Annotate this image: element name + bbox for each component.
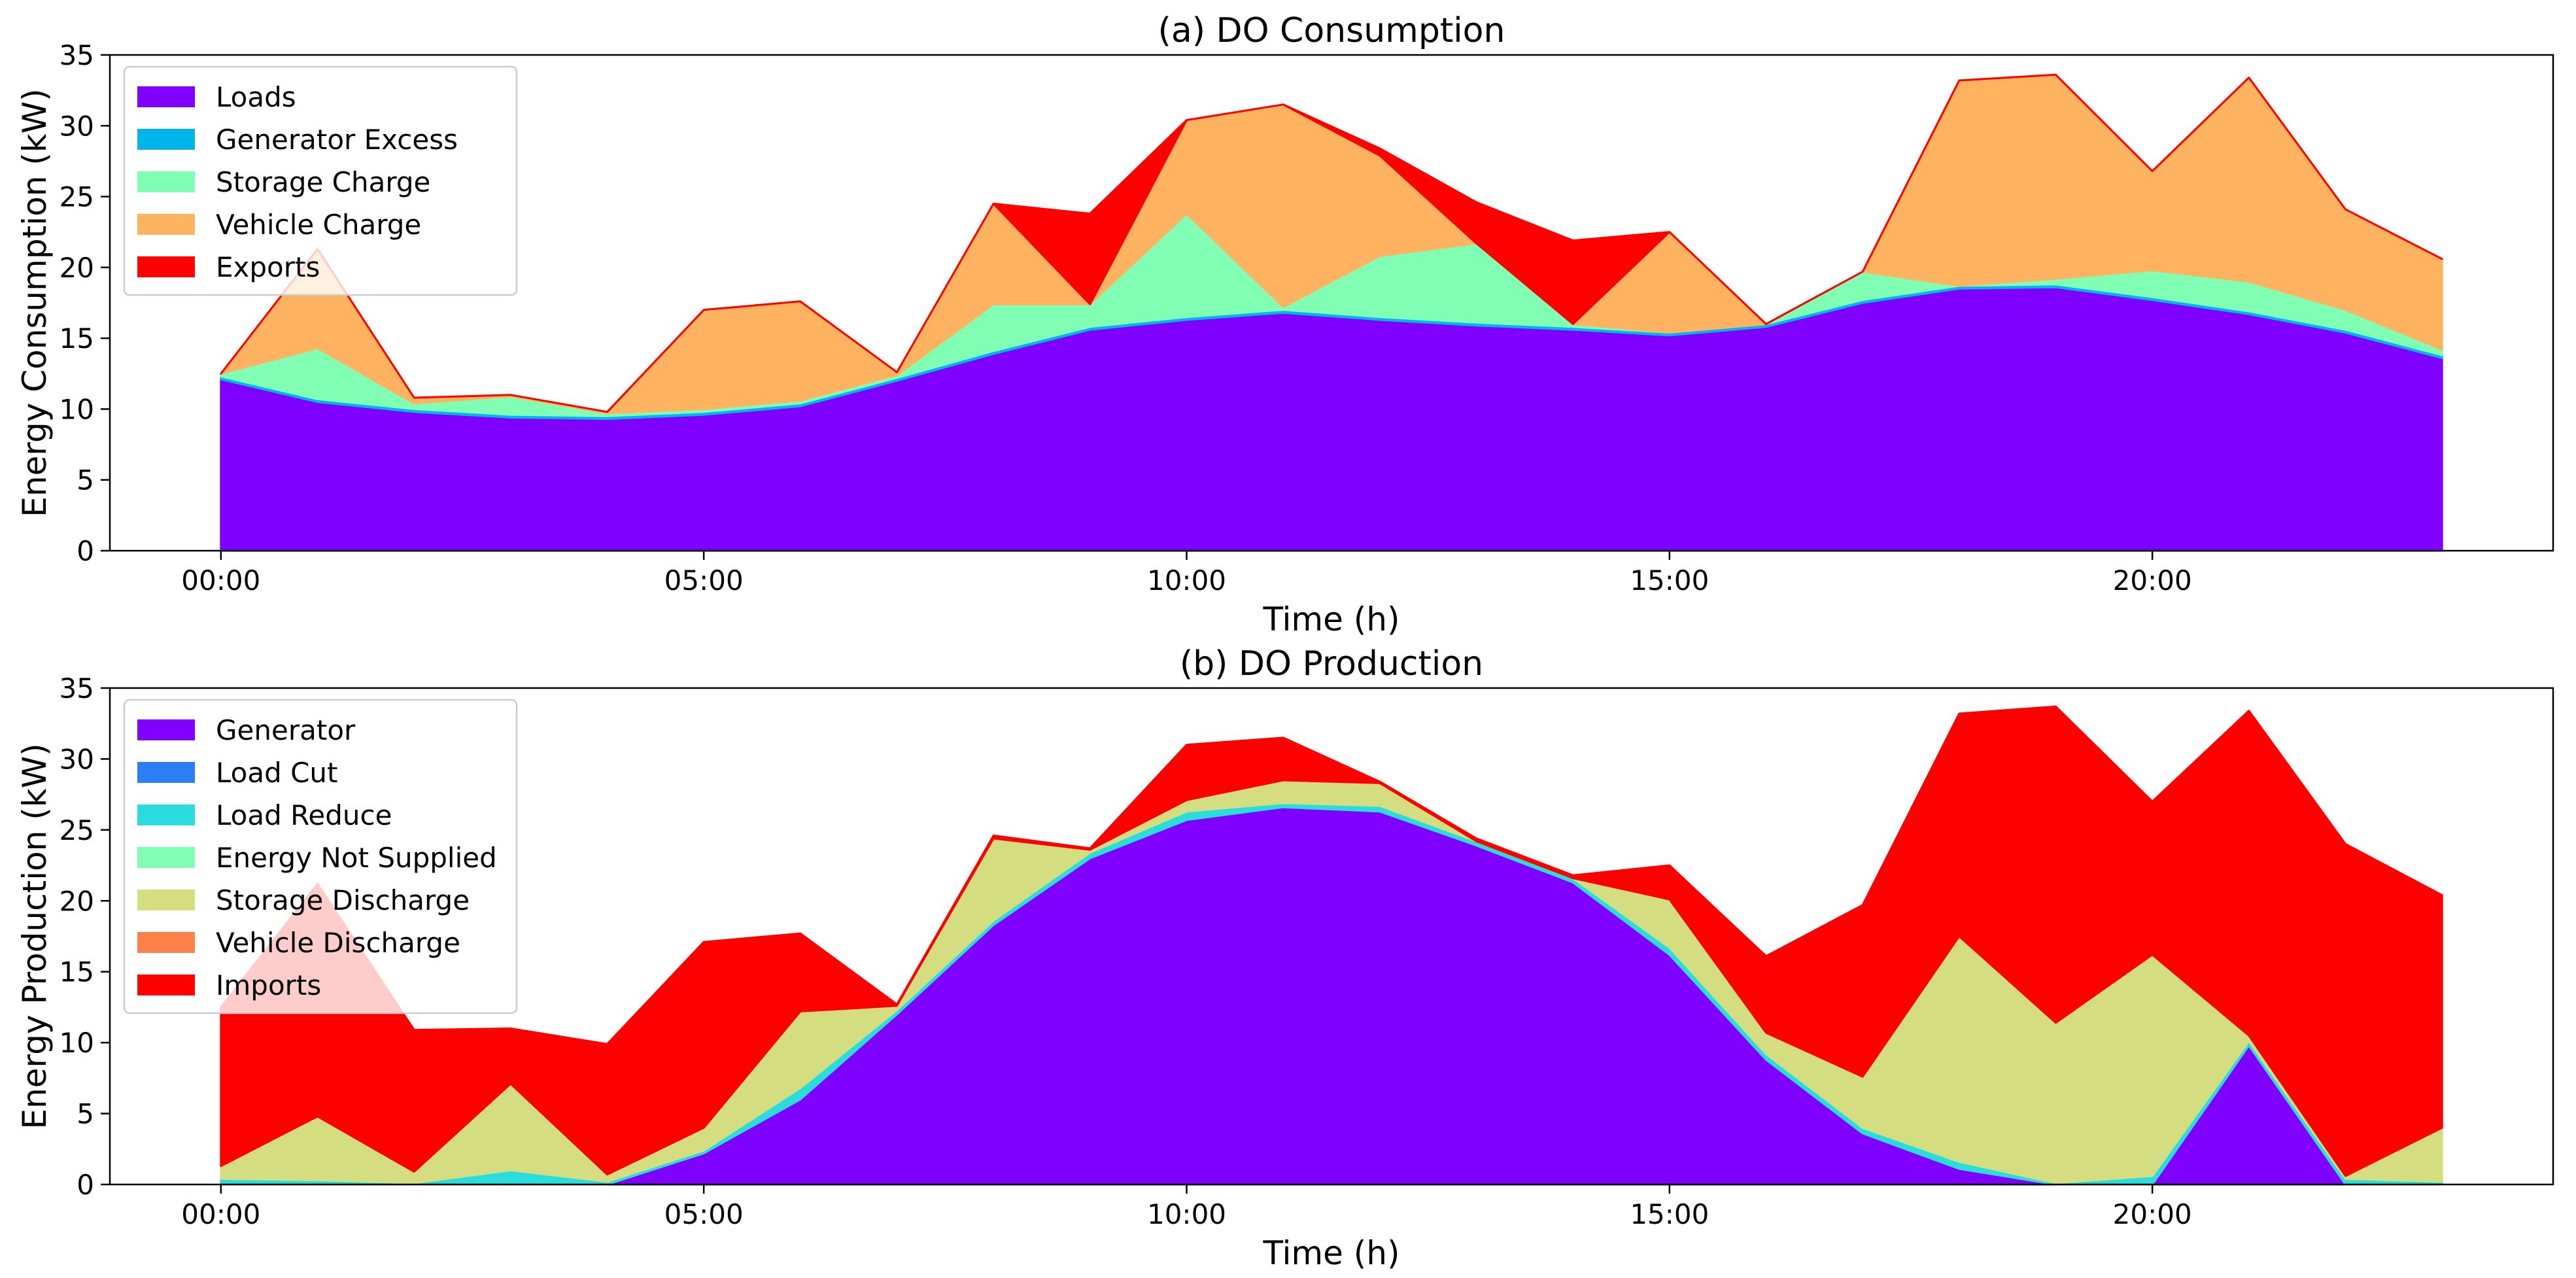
consumption-y-tick-label: 15 [60, 322, 94, 354]
consumption-legend-swatch-loads [137, 86, 195, 107]
production-legend-label-load-reduce: Load Reduce [216, 799, 392, 831]
production-chart: 0 5 10 15 20 25 30 35 00:00 05:00 10:00 15:00 20:00 (… [16, 644, 2554, 1272]
production-x-tick-label: 10:00 [1147, 1198, 1226, 1230]
production-x-tick-label: 20:00 [2113, 1198, 2192, 1230]
consumption-legend-label-generator-excess: Generator Excess [216, 124, 458, 156]
consumption-x-axis-label: Time (h) [1263, 600, 1400, 638]
consumption-legend-box [123, 65, 518, 296]
production-legend-swatch-imports [137, 975, 195, 995]
consumption-chart: 0 5 10 15 20 25 30 35 00:00 05:00 10:00 15:00 20:00 (… [16, 11, 2554, 638]
production-legend-label-vehicle-discharge: Vehicle Discharge [216, 927, 460, 959]
production-y-tick-label: 5 [77, 1098, 94, 1130]
consumption-x-tick-label: 15:00 [1630, 564, 1709, 596]
consumption-x-tick-label: 10:00 [1147, 564, 1226, 596]
production-legend-label-imports: Imports [216, 969, 321, 1001]
consumption-legend-label-storage-charge: Storage Charge [216, 166, 430, 198]
production-y-tick-label: 30 [60, 743, 94, 775]
production-legend-label-load-cut: Load Cut [216, 757, 338, 789]
production-legend-label-energy-not-supplied: Energy Not Supplied [216, 842, 497, 874]
production-legend-label-storage-discharge: Storage Discharge [216, 884, 470, 916]
consumption-title: (a) DO Consumption [1158, 11, 1505, 50]
production-y-tick-label: 15 [60, 956, 94, 988]
production-legend-swatch-energy-not-supplied [137, 847, 195, 868]
production-x-tick-label: 00:00 [181, 1198, 260, 1230]
production-y-tick-label: 10 [60, 1027, 94, 1059]
consumption-y-tick-label: 25 [60, 181, 94, 213]
production-axes-frame [109, 687, 2554, 1186]
production-area-imports [220, 705, 2443, 1177]
consumption-axes-frame [109, 54, 2554, 552]
consumption-x-tick-label: 05:00 [664, 564, 744, 596]
production-title: (b) DO Production [1180, 644, 1483, 683]
consumption-legend-label-vehicle-charge: Vehicle Charge [216, 209, 421, 241]
consumption-y-tick-label: 30 [60, 110, 94, 142]
consumption-area-exports [220, 73, 2443, 413]
production-legend-swatch-vehicle-discharge [137, 932, 195, 953]
production-x-tick-label: 05:00 [664, 1198, 744, 1230]
consumption-legend-swatch-storage-charge [137, 171, 195, 192]
consumption-legend-label-loads: Loads [216, 81, 296, 113]
consumption-x-tick-label: 20:00 [2113, 564, 2192, 596]
consumption-y-tick-label: 35 [60, 39, 94, 71]
production-x-axis-label: Time (h) [1263, 1234, 1400, 1272]
consumption-legend-swatch-generator-excess [137, 129, 195, 150]
consumption-y-tick-label: 20 [60, 252, 94, 284]
consumption-y-tick-label: 5 [77, 464, 94, 496]
consumption-legend-swatch-vehicle-charge [137, 214, 195, 235]
production-legend-swatch-load-reduce [137, 804, 195, 825]
consumption-y-tick-label: 10 [60, 393, 94, 425]
consumption-y-tick-label: 0 [77, 535, 94, 567]
production-x-tick-label: 15:00 [1630, 1198, 1709, 1230]
production-y-tick-label: 25 [60, 814, 94, 846]
production-y-axis-label: Energy Production (kW) [16, 743, 54, 1129]
production-legend-label-generator: Generator [216, 714, 356, 746]
consumption-y-axis-label: Energy Consumption (kW) [16, 88, 54, 517]
consumption-legend-label-exports: Exports [216, 251, 320, 283]
consumption-legend: Loads Generator Excess Storage Charge Vehic… [123, 65, 518, 296]
production-y-tick-label: 35 [60, 672, 94, 704]
production-legend-swatch-storage-discharge [137, 889, 195, 910]
production-legend-swatch-load-cut [137, 762, 195, 783]
production-y-tick-label: 0 [77, 1169, 94, 1201]
consumption-legend-swatch-exports [137, 256, 195, 277]
consumption-x-tick-label: 00:00 [181, 564, 260, 596]
production-y-tick-label: 20 [60, 885, 94, 917]
production-legend-swatch-generator [137, 719, 195, 740]
production-legend: Generator Load Cut Load Reduce Energy Not S… [123, 699, 518, 1014]
production-legend-box [123, 699, 518, 1014]
